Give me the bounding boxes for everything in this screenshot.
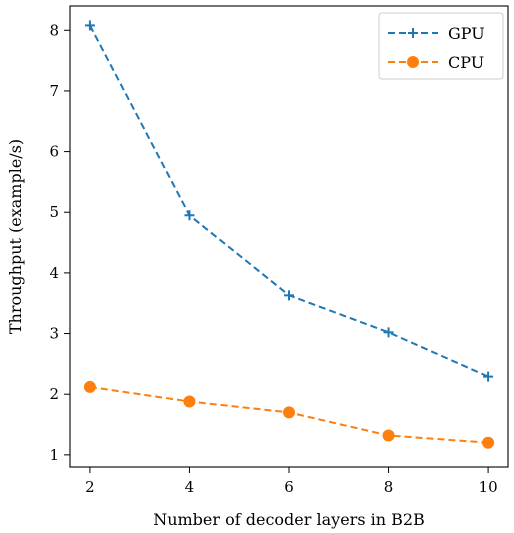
x-tick-label: 10: [479, 478, 498, 496]
y-tick-label: 3: [49, 325, 59, 343]
data-point-cpu: [382, 429, 395, 442]
data-point-cpu: [83, 380, 96, 393]
data-point-gpu: [383, 327, 394, 338]
y-tick-label: 2: [49, 385, 59, 403]
data-point-cpu: [183, 395, 196, 408]
data-point-gpu: [284, 290, 294, 301]
legend-entry-cpu: CPU: [388, 53, 484, 72]
legend-marker-cpu: [407, 56, 419, 68]
plot-series: [83, 20, 495, 449]
data-point-cpu: [482, 436, 495, 449]
legend-label-gpu: GPU: [448, 24, 485, 43]
x-tick-label: 4: [185, 478, 195, 496]
legend-marker-gpu: [408, 28, 418, 38]
legend-box: [378, 12, 504, 80]
legend-label-cpu: CPU: [448, 53, 484, 72]
series-gpu: [84, 20, 494, 382]
y-tick-label: 1: [49, 446, 59, 464]
legend: GPU CPU: [378, 12, 504, 80]
y-tick-label: 4: [49, 264, 59, 282]
x-axis-label: Number of decoder layers in B2B: [153, 510, 425, 529]
series-cpu: [83, 380, 495, 449]
legend-entry-gpu: GPU: [388, 24, 485, 43]
data-point-gpu: [184, 210, 195, 221]
y-tick-label: 5: [49, 203, 59, 221]
data-point-gpu: [483, 371, 494, 382]
x-tick-label: 6: [284, 478, 294, 496]
y-tick-label: 6: [49, 143, 59, 161]
y-tick-label: 7: [49, 82, 59, 100]
x-tick-label: 2: [85, 478, 95, 496]
y-tick-label: 8: [49, 21, 59, 39]
data-point-gpu: [84, 20, 95, 31]
x-tick-label: 8: [384, 478, 394, 496]
data-point-cpu: [283, 406, 295, 419]
y-axis-label: Throughput (example/s): [6, 139, 25, 334]
